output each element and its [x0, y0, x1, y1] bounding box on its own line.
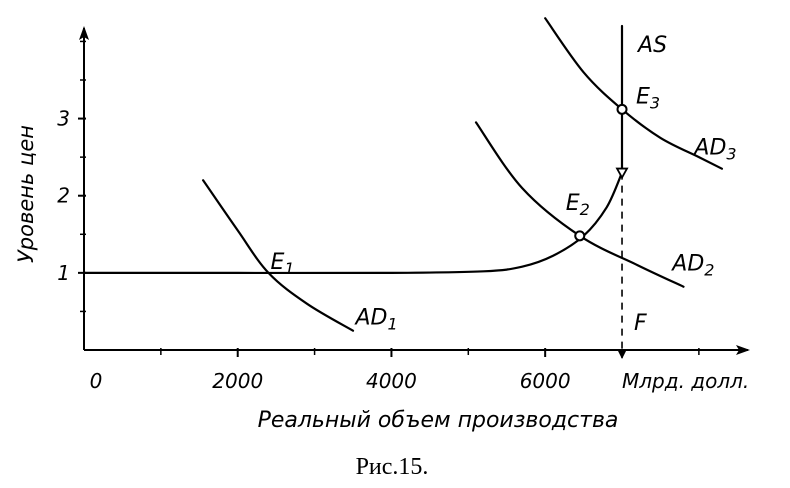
y-tick-label: 1 [57, 261, 70, 285]
series-label-ad3: AD3 [692, 136, 736, 164]
series-ad1-line [202, 179, 355, 332]
series-label-as: AS [636, 33, 667, 58]
x-tick-label: 2000 [212, 369, 263, 393]
y-ticks: 1 2 3 [57, 40, 86, 313]
y-axis-label: Уровень цен [14, 125, 38, 263]
equilibrium-label-e3: E3 [636, 84, 660, 112]
x-tick-label: 0 [90, 369, 103, 393]
y-tick-label: 2 [57, 184, 70, 208]
as-kink-marker [615, 167, 629, 180]
equilibrium-e3-marker [616, 103, 628, 115]
x-unit-label: Млрд. долл. [622, 369, 749, 393]
axes [79, 26, 750, 355]
series-as-line [82, 24, 624, 275]
f-reference-label: F [634, 311, 647, 336]
equilibrium-e2-marker [574, 230, 586, 242]
series-label-ad1: AD1 [353, 306, 397, 334]
markers-layer [574, 103, 629, 359]
x-ticks: 0 2000 4000 6000 [90, 348, 700, 393]
series-layer [82, 17, 723, 332]
series-label-ad2: AD2 [670, 252, 714, 280]
x-tick-label: 6000 [520, 369, 571, 393]
figure-caption: Рис.15. [356, 454, 429, 480]
equilibrium-label-e1: E1 [270, 250, 294, 278]
x-axis-label: Реальный объем производства [258, 408, 619, 433]
series-ad3-line [544, 17, 723, 170]
x-tick-label: 4000 [366, 369, 417, 393]
equilibrium-label-e2: E2 [566, 191, 590, 219]
labels-layer: AS AD1 AD2 AD3 E1 E2 E3 F [270, 33, 736, 336]
y-tick-label: 3 [57, 107, 70, 131]
f-reference-arrow [618, 351, 627, 359]
